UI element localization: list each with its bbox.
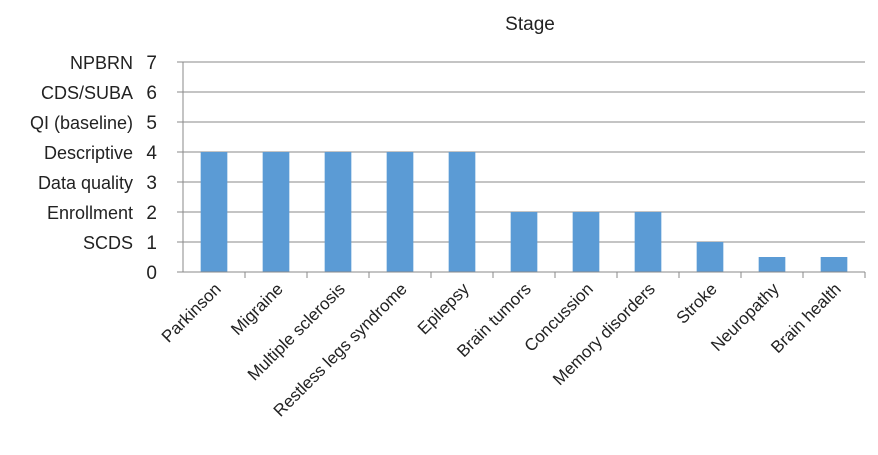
y-tick-value: 1 [146,233,157,254]
y-tick-label: NPBRN [70,53,133,73]
bar [448,152,476,272]
chart-title: Stage [505,14,555,35]
bar [510,212,538,272]
bar [324,152,352,272]
bar [572,212,600,272]
axes [177,61,866,278]
y-tick-label: QI (baseline) [30,113,133,133]
y-tick-value: 6 [146,83,157,104]
y-tick-label: CDS/SUBA [41,83,133,103]
bar [696,242,724,272]
x-tick-label: Parkinson [158,279,225,346]
gridlines [183,61,865,243]
y-tick-value: 3 [146,173,157,194]
y-tick-value: 2 [146,203,157,224]
bars [200,152,848,272]
x-tick-label: Migraine [227,279,287,339]
x-tick-label: Epilepsy [414,279,473,338]
y-tick-label: SCDS [83,233,133,253]
y-tick-value: 0 [146,263,157,284]
bar [634,212,662,272]
y-tick-label: Descriptive [44,143,133,163]
y-tick-label: Enrollment [47,203,133,223]
y-tick-value: 7 [146,53,157,74]
y-tick-label: Data quality [38,173,133,193]
y-tick-value: 4 [146,143,157,164]
bar [262,152,290,272]
bar [200,152,228,272]
y-tick-value: 5 [146,113,157,134]
bar [758,257,786,272]
y-tick-labels: 0 1 SCDS 2 Enrollment 3 Data quality 4 Descripti… [30,53,157,284]
bar [820,257,848,272]
bar [386,152,414,272]
x-tick-label: Stroke [673,279,721,327]
